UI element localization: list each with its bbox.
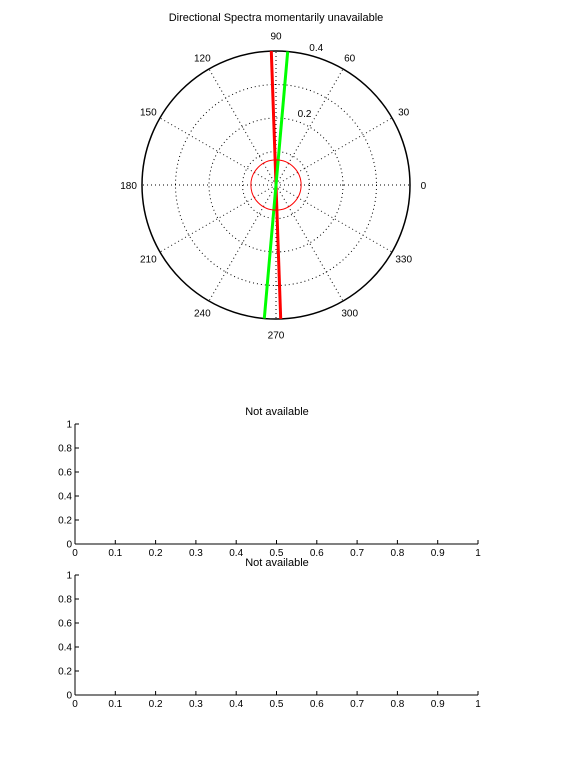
x-tick-label-6: 0.6 bbox=[310, 699, 324, 710]
x-tick-label-4: 0.4 bbox=[229, 699, 243, 710]
x-tick-label-3: 0.3 bbox=[189, 548, 203, 559]
y-tick-label-5: 1 bbox=[66, 420, 72, 431]
polar-plot: Directional Spectra momentarily unavaila… bbox=[120, 12, 426, 341]
axes-bottom-title: Not available bbox=[245, 557, 309, 569]
polar-series-line-1 bbox=[262, 51, 290, 319]
polar-angle-label-30: 30 bbox=[398, 107, 410, 118]
y-tick-label-3: 0.6 bbox=[58, 468, 72, 479]
y-tick-label-3: 0.6 bbox=[58, 619, 72, 630]
polar-series bbox=[250, 51, 302, 319]
y-tick-label-4: 0.8 bbox=[58, 595, 72, 606]
x-tick-label-2: 0.2 bbox=[149, 699, 163, 710]
polar-angle-label-60: 60 bbox=[344, 53, 356, 64]
polar-angle-label-150: 150 bbox=[140, 107, 157, 118]
polar-angle-label-0: 0 bbox=[421, 181, 427, 192]
x-tick-label-6: 0.6 bbox=[310, 548, 324, 559]
y-tick-label-5: 1 bbox=[66, 571, 72, 582]
y-tick-label-1: 0.2 bbox=[58, 667, 72, 678]
polar-angle-label-180: 180 bbox=[120, 181, 137, 192]
x-tick-label-1: 0.1 bbox=[108, 548, 122, 559]
polar-angle-label-300: 300 bbox=[341, 309, 358, 320]
y-tick-label-0: 0 bbox=[66, 691, 72, 702]
polar-radial-label-1: 0.4 bbox=[309, 43, 323, 54]
axes-top: Not available 0 0.1 0.2 0.3 0.4 0.5 0.6 0.7 0.8 0… bbox=[58, 406, 481, 559]
y-tick-label-1: 0.2 bbox=[58, 516, 72, 527]
axes-bottom-body: 0 0.1 0.2 0.3 0.4 0.5 0.6 0.7 0.8 0.9 1 0 0.2 0.4 0.6 0… bbox=[58, 571, 481, 711]
polar-angle-label-270: 270 bbox=[268, 330, 285, 341]
x-tick-label-5: 0.5 bbox=[270, 548, 284, 559]
polar-outer-circle bbox=[141, 50, 411, 320]
polar-spoke-30 bbox=[275, 117, 393, 186]
y-tick-label-4: 0.8 bbox=[58, 444, 72, 455]
axes-bottom: Not available 0 0.1 0.2 0.3 0.4 0.5 0.6 0.7 0.8 0… bbox=[58, 557, 481, 710]
axes-top-body: 0 0.1 0.2 0.3 0.4 0.5 0.6 0.7 0.8 0.9 1 0 0.2 0.4 0.6 0… bbox=[58, 420, 481, 560]
axes-top-title: Not available bbox=[245, 406, 309, 418]
polar-angle-label-90: 90 bbox=[270, 32, 282, 43]
polar-angle-label-120: 120 bbox=[194, 53, 211, 64]
polar-angle-labels: 0 30 60 90 120 150 180 210 240 270 300 330 bbox=[120, 32, 426, 342]
x-tick-label-3: 0.3 bbox=[189, 699, 203, 710]
polar-spoke-330 bbox=[275, 184, 393, 253]
x-tick-label-2: 0.2 bbox=[149, 548, 163, 559]
polar-title: Directional Spectra momentarily unavaila… bbox=[169, 12, 384, 24]
polar-radial-label-0: 0.2 bbox=[298, 109, 312, 120]
polar-spoke-300 bbox=[275, 184, 344, 302]
x-tick-label-1: 0.1 bbox=[108, 699, 122, 710]
polar-spoke-210 bbox=[159, 184, 277, 253]
x-tick-label-10: 1 bbox=[475, 548, 481, 559]
polar-radial-labels: 0.2 0.4 bbox=[298, 43, 324, 120]
x-tick-label-0: 0 bbox=[72, 548, 78, 559]
x-tick-label-4: 0.4 bbox=[229, 548, 243, 559]
polar-angle-label-330: 330 bbox=[395, 255, 412, 266]
x-tick-label-9: 0.9 bbox=[431, 699, 445, 710]
x-tick-label-8: 0.8 bbox=[390, 548, 404, 559]
polar-spoke-150 bbox=[159, 117, 277, 186]
x-tick-label-8: 0.8 bbox=[390, 699, 404, 710]
x-tick-label-9: 0.9 bbox=[431, 548, 445, 559]
polar-angle-label-210: 210 bbox=[140, 255, 157, 266]
x-tick-label-0: 0 bbox=[72, 699, 78, 710]
x-tick-label-10: 1 bbox=[475, 699, 481, 710]
y-tick-label-2: 0.4 bbox=[58, 643, 72, 654]
x-tick-label-7: 0.7 bbox=[350, 699, 364, 710]
x-tick-label-7: 0.7 bbox=[350, 548, 364, 559]
x-tick-label-5: 0.5 bbox=[270, 699, 284, 710]
polar-series-circle-2 bbox=[250, 159, 302, 211]
polar-ring-2 bbox=[208, 117, 344, 253]
y-tick-label-2: 0.4 bbox=[58, 492, 72, 503]
polar-angle-label-240: 240 bbox=[194, 309, 211, 320]
y-tick-label-0: 0 bbox=[66, 540, 72, 551]
